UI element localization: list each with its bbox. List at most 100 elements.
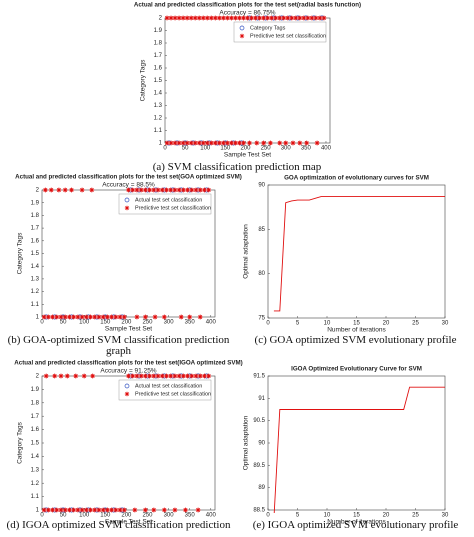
data-point	[43, 373, 49, 379]
y-tick-label: 2	[36, 188, 40, 194]
data-point	[202, 187, 207, 193]
data-point	[224, 140, 230, 146]
data-point	[224, 15, 230, 21]
data-point	[117, 507, 123, 513]
data-point	[50, 507, 55, 513]
caption: (d) IGOA optimized SVM classification pr…	[6, 519, 231, 531]
data-point	[48, 187, 54, 193]
data-point	[229, 140, 234, 146]
data-point	[71, 314, 77, 320]
y-tick-label: 1.5	[154, 78, 163, 84]
data-point	[289, 15, 295, 21]
x-tick-label: 150	[100, 320, 111, 326]
x-tick-label: 30	[442, 321, 449, 327]
y-axis-label: Optimal adaptation	[243, 415, 250, 470]
data-point	[109, 507, 115, 513]
data-point	[62, 187, 68, 193]
data-point	[67, 507, 72, 513]
data-point	[220, 15, 226, 21]
x-tick-label: 100	[79, 513, 90, 519]
legend-label: Predictive test set classification	[135, 391, 211, 397]
legend-box	[233, 21, 327, 43]
data-point	[58, 373, 64, 379]
x-tick-label: 50	[60, 513, 67, 519]
x-axis-label: Number of iterations	[327, 327, 386, 334]
data-point	[42, 507, 47, 513]
x-tick-label: 400	[321, 146, 332, 152]
data-point	[313, 15, 319, 21]
x-tick-label: 25	[412, 321, 419, 327]
y-tick-label: 91	[258, 396, 265, 402]
data-point	[142, 507, 148, 513]
data-point	[121, 314, 127, 320]
data-point	[172, 15, 178, 21]
data-point	[96, 314, 102, 320]
data-point	[164, 373, 169, 379]
plot-area	[267, 375, 446, 511]
data-point	[202, 373, 207, 379]
y-tick-label: 1.5	[31, 251, 40, 257]
x-tick-label: 20	[383, 513, 390, 519]
data-point	[216, 140, 222, 146]
x-axis-label: Sample Test Set	[224, 152, 271, 159]
data-point	[83, 507, 89, 513]
data-point	[79, 507, 85, 513]
data-point	[180, 373, 186, 379]
x-tick-label: 10	[324, 513, 331, 519]
data-point	[253, 15, 258, 21]
legend-symbol	[124, 383, 130, 389]
y-tick-label: 80	[258, 271, 265, 277]
caption: (e) IGOA optimized SVM evolutionary prof…	[252, 519, 459, 531]
x-tick-label: 300	[281, 146, 292, 152]
legend-item: Predictive test set classification	[124, 391, 211, 397]
legend-label: Category Tags	[250, 25, 286, 31]
legend-symbol	[124, 197, 130, 203]
data-point	[45, 507, 51, 513]
data-point	[208, 15, 214, 21]
data-point	[305, 15, 311, 21]
y-axis-label: Category Tags	[17, 232, 24, 275]
data-point	[254, 140, 260, 146]
data-point	[197, 314, 203, 320]
data-point	[64, 373, 70, 379]
data-point	[189, 373, 195, 379]
data-point	[281, 15, 287, 21]
data-point	[73, 373, 79, 379]
data-point	[161, 314, 167, 320]
data-point	[168, 140, 174, 146]
data-point	[89, 187, 95, 193]
y-tick-label: 1.6	[154, 66, 163, 72]
subtitle: Accuracy = 91.25%	[100, 368, 156, 375]
data-point	[168, 187, 174, 193]
data-point	[126, 373, 131, 379]
data-point	[233, 15, 238, 21]
data-point	[92, 314, 98, 320]
data-point	[269, 15, 275, 21]
x-tick-label: 250	[261, 146, 272, 152]
data-point	[277, 140, 283, 146]
data-point	[152, 314, 158, 320]
plot-marks	[273, 196, 445, 312]
data-point	[92, 507, 98, 513]
y-tick-label: 1.7	[31, 226, 40, 232]
x-tick-label: 100	[79, 320, 90, 326]
data-point	[147, 373, 152, 379]
data-point	[200, 140, 206, 146]
data-point	[168, 373, 174, 379]
data-point	[151, 187, 157, 193]
y-tick-label: 1.3	[31, 276, 40, 282]
y-tick-label: 85	[258, 227, 265, 233]
data-point	[161, 507, 167, 513]
data-point	[113, 507, 119, 513]
data-line	[273, 386, 445, 513]
data-point	[54, 507, 60, 513]
data-point	[142, 187, 148, 193]
data-point	[212, 140, 218, 146]
legend-box	[118, 193, 212, 215]
y-tick-label: 90.5	[253, 418, 265, 424]
data-point	[241, 140, 246, 146]
data-point	[216, 15, 222, 21]
data-point	[109, 314, 115, 320]
subtitle: Accuracy = 88.5%	[102, 182, 155, 189]
